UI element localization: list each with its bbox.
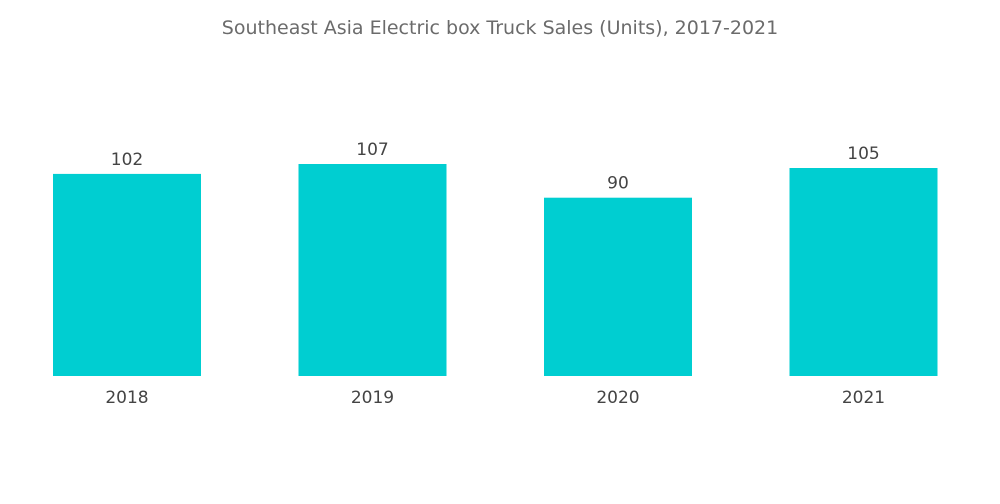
tick-label-2018: 2018: [105, 388, 148, 408]
x-axis-tick-labels: 2018 2019 2020 2021: [105, 388, 885, 408]
tick-label-2020: 2020: [596, 388, 639, 408]
value-labels-layer: 102 107 90 105: [111, 140, 880, 194]
tick-label-2019: 2019: [351, 388, 394, 408]
bar-2019: [298, 164, 447, 376]
bar-2021: [789, 168, 938, 376]
value-label-2019: 107: [356, 140, 388, 160]
value-label-2020: 90: [607, 174, 629, 194]
tick-label-2021: 2021: [842, 388, 885, 408]
value-label-2018: 102: [111, 150, 143, 170]
bar-2020: [544, 197, 692, 376]
bar-2018: [53, 173, 201, 376]
bars-layer: [53, 164, 938, 376]
value-label-2021: 105: [847, 144, 879, 164]
chart-title: Southeast Asia Electric box Truck Sales …: [221, 17, 779, 39]
